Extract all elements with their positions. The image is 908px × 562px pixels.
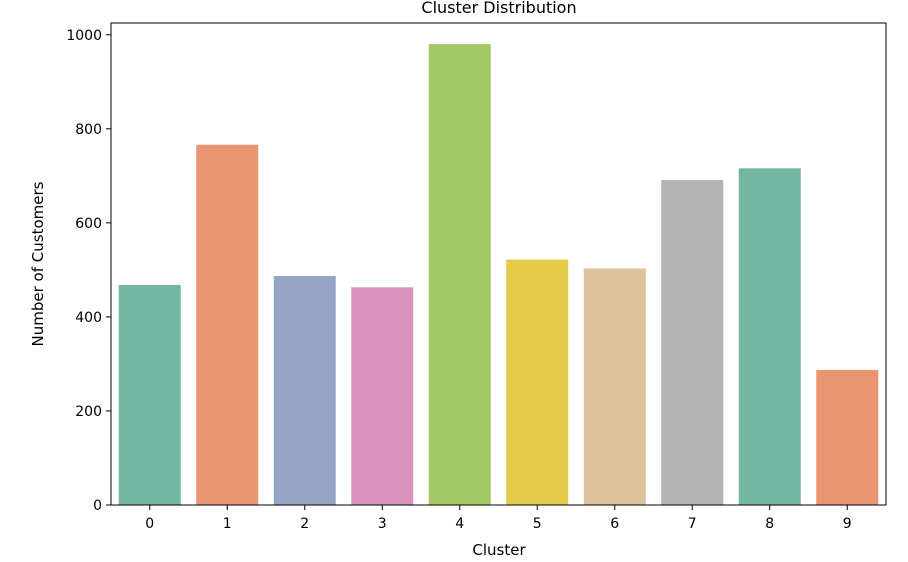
x-tick-label-0: 0	[145, 516, 154, 532]
x-tick-label-2: 2	[300, 516, 309, 532]
y-tick-label-600: 600	[75, 216, 102, 232]
x-axis: 0 1 2 3 4 5 6 7 8 9	[145, 505, 852, 532]
x-tick-label-1: 1	[223, 516, 232, 532]
bar-cluster-4	[428, 44, 491, 505]
bar-cluster-3	[351, 287, 414, 505]
y-axis-title: Number of Customers	[29, 181, 47, 346]
bar-cluster-8	[738, 168, 801, 505]
bar-cluster-5	[506, 259, 569, 505]
y-tick-label-800: 800	[75, 122, 102, 138]
bar-cluster-6	[583, 268, 646, 505]
x-tick-label-4: 4	[455, 516, 464, 532]
y-axis: 0 200 400 600 800 1000	[66, 28, 111, 514]
bar-cluster-2	[273, 275, 336, 505]
bar-cluster-7	[661, 180, 724, 505]
bar-cluster-0	[118, 284, 181, 505]
y-tick-label-0: 0	[93, 498, 102, 514]
y-tick-label-400: 400	[75, 310, 102, 326]
x-axis-title: Cluster	[472, 541, 526, 559]
x-tick-label-5: 5	[533, 516, 542, 532]
y-tick-label-1000: 1000	[66, 28, 102, 44]
chart-title: Cluster Distribution	[421, 0, 576, 17]
x-tick-label-6: 6	[610, 516, 619, 532]
x-tick-label-3: 3	[378, 516, 387, 532]
x-tick-label-7: 7	[688, 516, 697, 532]
bar-cluster-1	[196, 144, 259, 506]
x-tick-label-8: 8	[765, 516, 774, 532]
bars-group	[118, 44, 879, 506]
plot-frame	[110, 22, 887, 506]
y-tick-label-200: 200	[75, 404, 102, 420]
bar-cluster-9	[816, 370, 879, 505]
x-tick-label-9: 9	[843, 516, 852, 532]
